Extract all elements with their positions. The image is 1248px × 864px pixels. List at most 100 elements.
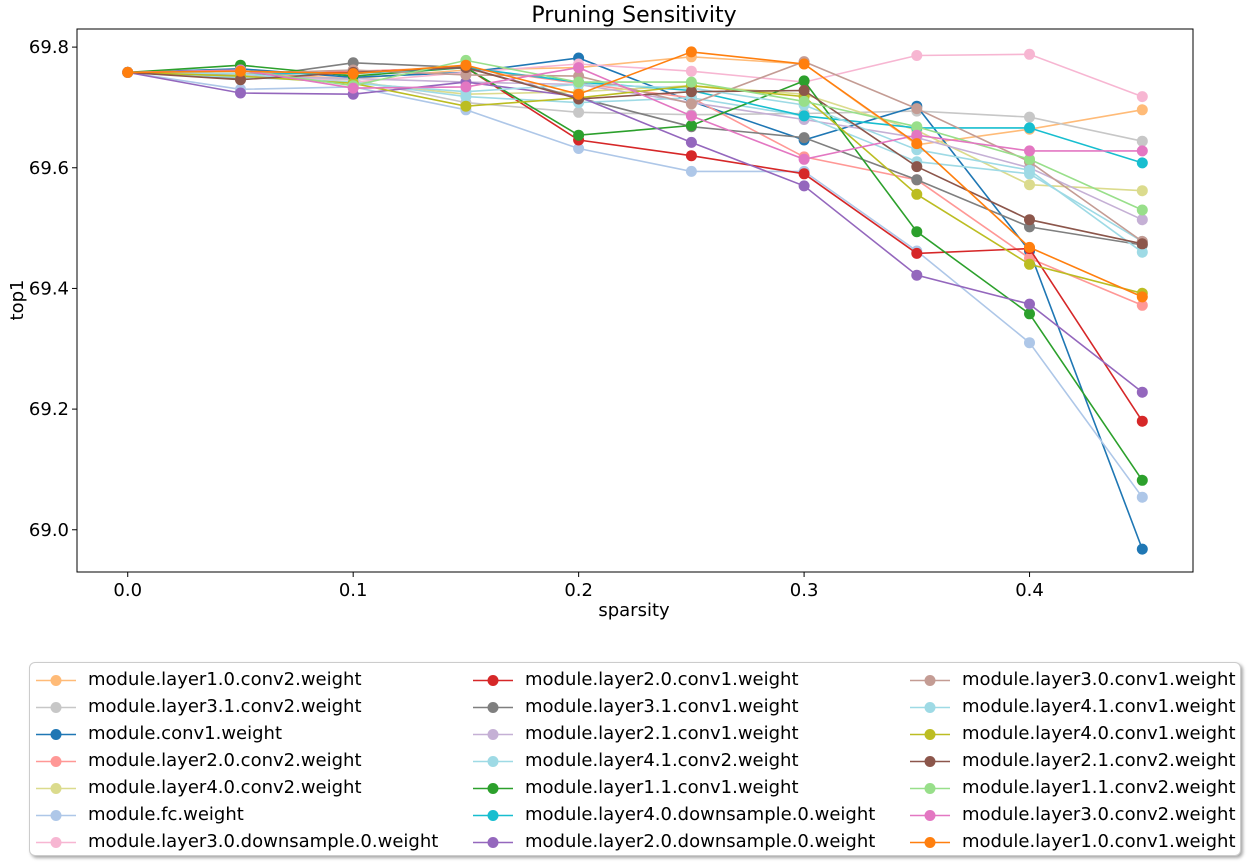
data-point (1136, 238, 1148, 250)
data-point (685, 120, 697, 131)
legend-swatch (473, 810, 513, 821)
data-point (1136, 185, 1148, 197)
legend-swatch (910, 702, 950, 713)
x-tick-label: 0.0 (113, 580, 142, 601)
data-point (1136, 474, 1148, 486)
data-point (1024, 337, 1035, 349)
data-point (1024, 179, 1035, 191)
data-point (1136, 104, 1148, 116)
data-point (1024, 214, 1035, 226)
data-point (1136, 214, 1148, 226)
data-point (1136, 246, 1148, 258)
legend-swatch (36, 675, 76, 686)
data-point (573, 143, 585, 154)
data-point (1024, 145, 1035, 157)
series-line-module-layer4-1-conv1-weight (127, 71, 1143, 253)
data-point (573, 88, 585, 100)
legend-swatch (36, 837, 76, 848)
legend-swatch (473, 837, 513, 848)
data-point (573, 76, 585, 88)
x-tick-label: 0.1 (339, 580, 368, 601)
legend-label: module.layer1.1.conv2.weight (962, 777, 1236, 798)
legend-label: module.layer1.1.conv1.weight (525, 777, 799, 798)
data-point (685, 65, 697, 77)
data-point (798, 85, 810, 96)
data-point (460, 100, 472, 112)
axis-layer: 0.0 0.1 0.2 0.3 0.4 69.0 69.2 69.4 69.6 69.8 (29, 37, 1044, 601)
y-tick-label: 69.2 (29, 399, 69, 420)
data-point (235, 87, 246, 99)
legend-label: module.layer4.1.conv2.weight (525, 750, 799, 771)
legend-swatch (473, 756, 513, 767)
series-module-layer1-1-conv1-weight (122, 59, 1148, 486)
series-layer (122, 46, 1148, 555)
legend-label: module.layer2.1.conv1.weight (525, 723, 799, 744)
legend-label: module.layer3.0.conv1.weight (962, 669, 1236, 690)
data-point (460, 81, 472, 93)
x-tick-label: 0.3 (790, 580, 819, 601)
data-point (685, 98, 697, 110)
legend-label: module.layer3.0.conv2.weight (962, 804, 1236, 825)
data-point (685, 110, 697, 122)
legend-swatch (36, 702, 76, 713)
series-line-module-layer2-1-conv2-weight (127, 66, 1143, 245)
legend-label: module.layer2.1.conv2.weight (962, 750, 1236, 771)
data-point (911, 129, 923, 141)
series-module-layer2-0-conv1-weight (122, 62, 1148, 427)
legend-label: module.fc.weight (88, 804, 244, 825)
data-point (1024, 308, 1035, 320)
legend-swatch (36, 810, 76, 821)
data-point (1024, 164, 1035, 176)
x-tick-label: 0.4 (1015, 580, 1044, 601)
data-point (798, 168, 810, 180)
legend-swatch (473, 675, 513, 686)
x-axis-label: sparsity (598, 600, 670, 621)
chart-title: Pruning Sensitivity (531, 3, 736, 28)
series-line-module-layer2-0-downsample-0-weight (127, 71, 1143, 393)
data-point (685, 150, 697, 162)
data-point (573, 62, 585, 74)
x-tick-label: 0.2 (564, 580, 593, 601)
data-point (1024, 298, 1035, 310)
series-module-layer1-0-conv1-weight (122, 46, 1148, 303)
data-point (685, 136, 697, 148)
data-point (798, 153, 810, 165)
data-point (235, 65, 246, 77)
legend-swatch (473, 702, 513, 713)
data-point (122, 66, 134, 78)
data-point (1024, 258, 1035, 270)
data-point (911, 138, 923, 150)
series-line-module-conv1-weight (127, 57, 1144, 550)
data-point (911, 174, 923, 186)
data-point (573, 106, 585, 118)
data-point (911, 103, 923, 115)
data-point (911, 161, 923, 173)
legend-label: module.layer1.0.conv2.weight (88, 669, 362, 690)
series-line-module-layer3-0-conv2-weight (127, 66, 1143, 161)
y-tick-label: 69.0 (29, 520, 69, 541)
sensitivity-chart: Pruning Sensitivity 0.0 0.1 0.2 0.3 0.4 69.0 6… (7, 3, 1194, 621)
series-line-module-layer2-0-conv2-weight (127, 66, 1143, 307)
series-module-layer3-0-conv1-weight (122, 56, 1148, 247)
data-point (685, 46, 697, 58)
series-line-module-layer4-0-conv1-weight (127, 71, 1143, 295)
data-point (798, 75, 810, 87)
legend-swatch (473, 783, 513, 794)
series-line-module-fc-weight (127, 71, 1143, 498)
legend-swatch (910, 756, 950, 767)
data-point (347, 82, 359, 94)
legend-label: module.layer4.0.downsample.0.weight (525, 804, 876, 825)
data-point (911, 247, 923, 259)
data-point (685, 165, 697, 177)
series-module-layer2-0-downsample-0-weight (122, 66, 1148, 398)
series-module-fc-weight (122, 66, 1148, 503)
plot-area-frame (76, 28, 1194, 573)
data-point (911, 50, 923, 61)
y-axis-label: top1 (7, 280, 28, 321)
legend-label: module.layer2.0.conv2.weight (88, 750, 362, 771)
data-point (1136, 204, 1148, 216)
legend-swatch (36, 729, 76, 740)
legend-label: module.conv1.weight (88, 723, 283, 744)
legend-label: module.layer3.1.conv2.weight (88, 696, 362, 717)
data-point (1136, 491, 1148, 503)
